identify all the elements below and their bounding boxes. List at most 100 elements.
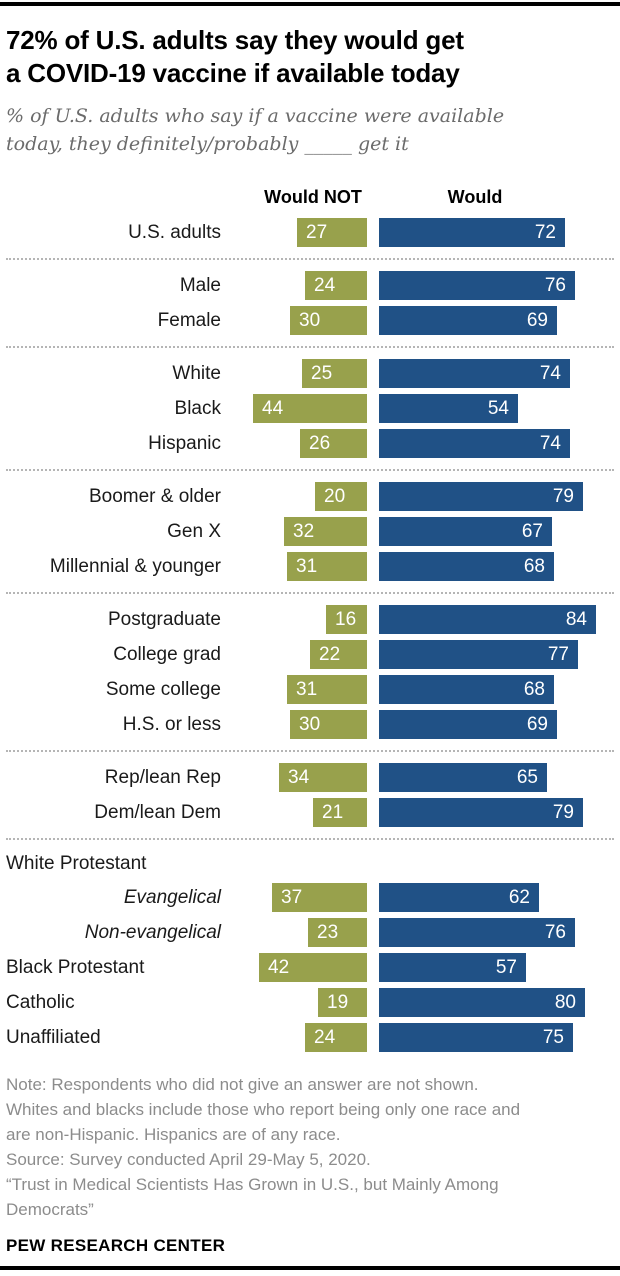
- would-not-bar: 42: [259, 953, 367, 982]
- would-not-bar: 16: [326, 605, 367, 634]
- would-not-value: 23: [317, 922, 339, 943]
- column-header-would: Would: [447, 187, 503, 207]
- would-not-bar: 22: [310, 640, 367, 669]
- chart-section: Rep/lean Rep 34 65 Dem/lean Dem 21 79: [6, 763, 614, 827]
- section-divider: [6, 592, 614, 594]
- row-label: Some college: [105, 679, 221, 700]
- would-value: 79: [552, 802, 574, 823]
- would-value: 74: [539, 433, 561, 454]
- would-not-bar: 37: [272, 883, 367, 912]
- note-line: are non-Hispanic. Hispanics are of any r…: [6, 1125, 341, 1144]
- bar-row: Catholic 19 80: [6, 988, 614, 1017]
- would-value: 62: [508, 887, 530, 908]
- would-value: 77: [547, 644, 569, 665]
- would-not-bar: 21: [313, 798, 367, 827]
- would-not-value: 30: [299, 714, 321, 735]
- note-line: Note: Respondents who did not give an an…: [6, 1075, 479, 1094]
- chart-body: U.S. adults 27 72 Male 24 76 Female 30 69 White 25…: [6, 218, 614, 1052]
- would-not-value: 32: [293, 521, 315, 542]
- would-not-bar: 24: [305, 1023, 367, 1052]
- would-not-bar: 26: [300, 429, 367, 458]
- section-divider: [6, 346, 614, 348]
- footer-notes: Note: Respondents who did not give an an…: [6, 1072, 614, 1256]
- bar-row: College grad 22 77: [6, 640, 614, 669]
- section-divider: [6, 469, 614, 471]
- row-label: U.S. adults: [128, 222, 221, 243]
- would-value: 80: [554, 992, 576, 1013]
- would-not-bar: 20: [315, 482, 367, 511]
- chart-section: Boomer & older 20 79 Gen X 32 67 Millennial & …: [6, 482, 614, 581]
- would-not-value: 24: [314, 275, 336, 296]
- bar-row: Postgraduate 16 84: [6, 605, 614, 634]
- would-bar: 74: [379, 429, 570, 458]
- would-bar: 57: [379, 953, 526, 982]
- bar-row: H.S. or less 30 69: [6, 710, 614, 739]
- would-value: 75: [542, 1027, 564, 1048]
- would-not-value: 37: [281, 887, 303, 908]
- would-bar: 79: [379, 482, 583, 511]
- content: 72% of U.S. adults say they would get a …: [0, 24, 620, 1256]
- would-not-value: 22: [319, 644, 341, 665]
- would-not-bar: 44: [253, 394, 367, 423]
- row-label: Gen X: [167, 521, 221, 542]
- chart-title-line2: a COVID-19 vaccine if available today: [6, 58, 460, 88]
- would-bar: 68: [379, 675, 554, 704]
- row-label: Postgraduate: [107, 609, 221, 630]
- chart-column-headers: Would NOT Would: [6, 186, 614, 210]
- bar-row: Gen X 32 67: [6, 517, 614, 546]
- would-bar: 54: [379, 394, 518, 423]
- would-not-bar: 27: [297, 218, 367, 247]
- would-not-bar: 23: [308, 918, 367, 947]
- would-not-value: 31: [296, 679, 318, 700]
- chart-subtitle-line2: today, they definitely/probably _____ ge…: [6, 133, 409, 155]
- chart-title: 72% of U.S. adults say they would get a …: [6, 24, 614, 90]
- report-title-line: “Trust in Medical Scientists Has Grown i…: [6, 1175, 499, 1194]
- would-bar: 76: [379, 918, 575, 947]
- would-not-value: 27: [306, 222, 328, 243]
- row-label: Unaffiliated: [6, 1027, 101, 1048]
- would-bar: 62: [379, 883, 539, 912]
- bar-row: Hispanic 26 74: [6, 429, 614, 458]
- row-label: Dem/lean Dem: [94, 802, 221, 823]
- would-value: 76: [544, 922, 566, 943]
- bar-row: Evangelical 37 62: [6, 883, 614, 912]
- bar-row: Millennial & younger 31 68: [6, 552, 614, 581]
- would-bar: 80: [379, 988, 585, 1017]
- report-title-line: Democrats”: [6, 1200, 94, 1219]
- row-label: H.S. or less: [122, 714, 221, 735]
- would-not-value: 16: [335, 609, 357, 630]
- bar-row: Boomer & older 20 79: [6, 482, 614, 511]
- would-bar: 68: [379, 552, 554, 581]
- row-label: Millennial & younger: [49, 556, 221, 577]
- row-label: Black Protestant: [6, 957, 145, 978]
- would-not-value: 30: [299, 310, 321, 331]
- would-bar: 79: [379, 798, 583, 827]
- bar-row: Some college 31 68: [6, 675, 614, 704]
- would-not-value: 42: [268, 957, 290, 978]
- would-value: 65: [516, 767, 538, 788]
- row-label: Non-evangelical: [84, 922, 221, 943]
- bar-row: Male 24 76: [6, 271, 614, 300]
- row-label: Black: [174, 398, 221, 419]
- row-label: Boomer & older: [88, 486, 221, 507]
- would-not-bar: 30: [290, 710, 367, 739]
- would-not-value: 34: [288, 767, 310, 788]
- chart-subtitle-line1: % of U.S. adults who say if a vaccine we…: [6, 105, 505, 127]
- row-label: College grad: [113, 644, 221, 665]
- chart-section: White 25 74 Black 44 54 Hispanic 26 74: [6, 359, 614, 458]
- would-bar: 75: [379, 1023, 573, 1052]
- bottom-rule: [0, 1266, 620, 1270]
- chart-subtitle: % of U.S. adults who say if a vaccine we…: [6, 102, 614, 158]
- would-not-value: 24: [314, 1027, 336, 1048]
- would-bar: 76: [379, 271, 575, 300]
- would-value: 72: [534, 222, 556, 243]
- chart-section: Male 24 76 Female 30 69: [6, 271, 614, 335]
- section-divider: [6, 750, 614, 752]
- chart-section: U.S. adults 27 72: [6, 218, 614, 247]
- would-value: 84: [565, 609, 587, 630]
- source-line: Source: Survey conducted April 29-May 5,…: [6, 1150, 371, 1169]
- bar-row: Non-evangelical 23 76: [6, 918, 614, 947]
- bar-row: Black 44 54: [6, 394, 614, 423]
- would-not-bar: 34: [279, 763, 367, 792]
- would-not-value: 21: [322, 802, 344, 823]
